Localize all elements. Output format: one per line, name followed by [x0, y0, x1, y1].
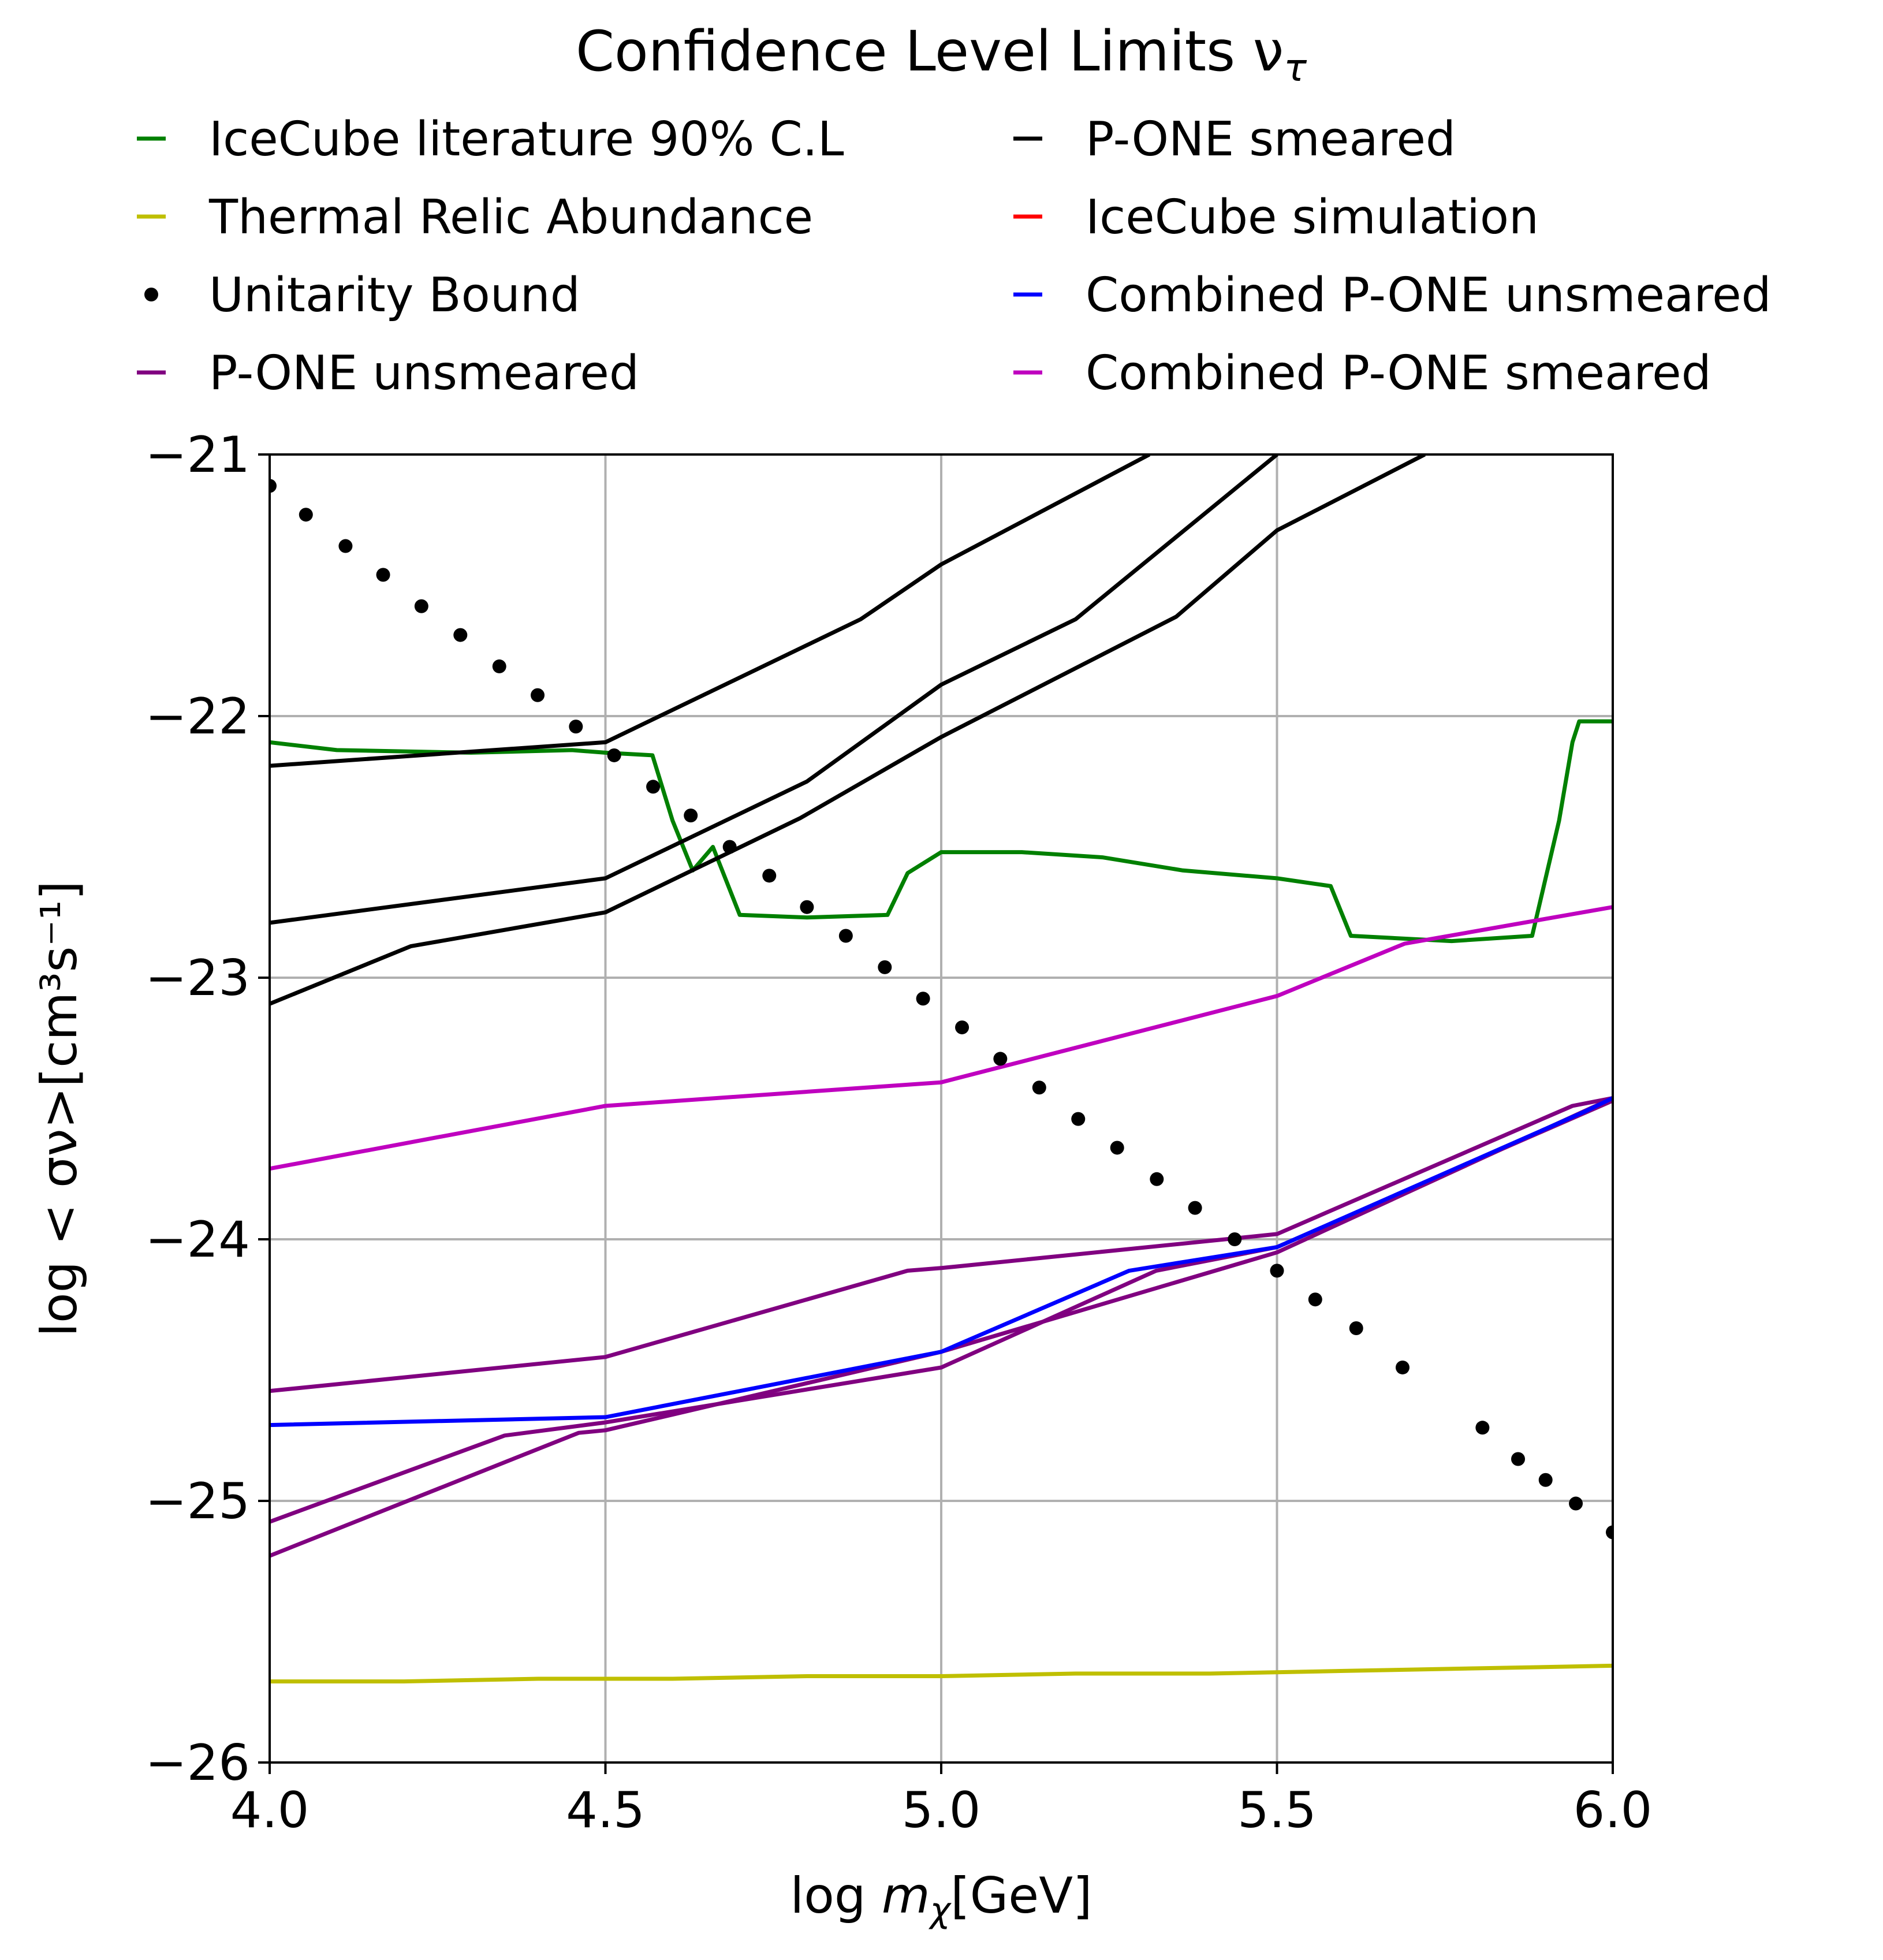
series-line-p-one-smeared-2: [270, 454, 1278, 925]
legend-label-1: Thermal Relic Abundance: [208, 190, 813, 245]
legend-label-3: P-ONE unsmeared: [209, 346, 639, 401]
x-axis-label: log mχ[GeV]: [790, 1867, 1092, 1931]
unitarity-bound-point-0: [270, 479, 277, 493]
unitarity-bound-point-11: [684, 808, 698, 823]
unitarity-bound-point-20: [1032, 1080, 1046, 1095]
unitarity-bound-point-7: [531, 688, 545, 702]
unitarity-bound-point-15: [838, 929, 853, 943]
legend-label-2: Unitarity Bound: [209, 268, 580, 323]
unitarity-bound-point-25: [1228, 1232, 1242, 1246]
unitarity-bound-point-12: [722, 840, 737, 854]
grid: [269, 453, 1614, 1764]
x-tick-label-0: 4.0: [230, 1782, 310, 1839]
legend-swatch-2: [144, 288, 158, 301]
x-axis-ticks: 4.0 4.5 5.0 5.5 6.0: [230, 1762, 1653, 1839]
y-tick-label-2: −24: [146, 1211, 251, 1269]
x-tick-label-1: 4.5: [566, 1782, 645, 1839]
x-tick-label-2: 5.0: [902, 1782, 981, 1839]
x-tick-label-3: 5.5: [1237, 1782, 1317, 1839]
unitarity-bound-point-8: [569, 720, 583, 734]
unitarity-bound-point-27: [1308, 1292, 1322, 1307]
unitarity-bound-point-34: [1606, 1525, 1613, 1540]
unitarity-bound-point-17: [916, 992, 930, 1006]
y-axis-label: log < σν>[cm³s⁻¹]: [31, 881, 88, 1337]
unitarity-bound-point-6: [492, 659, 506, 673]
unitarity-bound-point-26: [1270, 1264, 1284, 1278]
unitarity-bound-point-16: [878, 960, 892, 974]
unitarity-bound-point-23: [1150, 1172, 1164, 1186]
unitarity-bound-point-19: [993, 1052, 1008, 1066]
chart-title: Confidence Level Limits ντ: [576, 19, 1307, 90]
unitarity-bound-point-22: [1110, 1141, 1124, 1155]
unitarity-bound-point-2: [338, 539, 353, 553]
legend-label-5: IceCube simulation: [1086, 190, 1539, 245]
legend-label-6: Combined P-ONE unsmeared: [1086, 268, 1772, 323]
y-tick-label-1: −25: [146, 1473, 251, 1530]
unitarity-bound-point-10: [646, 780, 661, 794]
y-tick-label-5: −21: [146, 426, 251, 484]
y-tick-label-4: −22: [146, 688, 251, 746]
legend: IceCube literature 90% C.L Thermal Relic …: [137, 112, 1772, 401]
series-line-p-one-unsmeared-1: [270, 1095, 1613, 1393]
unitarity-bound-point-5: [453, 628, 468, 642]
unitarity-bound-point-30: [1475, 1421, 1490, 1435]
series-line-thermal-relic-abundance: [270, 1663, 1613, 1684]
unitarity-bound-point-18: [955, 1020, 970, 1035]
legend-label-7: Combined P-ONE smeared: [1086, 346, 1712, 401]
unitarity-bound-point-24: [1188, 1201, 1202, 1215]
unitarity-bound-point-32: [1538, 1473, 1553, 1487]
unitarity-bound-point-1: [299, 508, 313, 522]
legend-label-4: P-ONE smeared: [1086, 112, 1456, 167]
unitarity-bound-point-21: [1071, 1112, 1086, 1126]
series-line-p-one-unsmeared-3: [270, 1096, 1613, 1558]
y-tick-label-3: −23: [146, 949, 251, 1007]
y-tick-label-0: −26: [146, 1734, 251, 1792]
series-line-combined-p-one-unsmeared: [270, 1096, 1613, 1428]
unitarity-dots-layer: [270, 479, 1613, 1540]
chart-title-subscript: τ: [1284, 46, 1307, 90]
series-line-combined-p-one-smeared: [270, 905, 1613, 1171]
unitarity-bound-point-31: [1511, 1452, 1526, 1466]
series-line-p-one-smeared-1: [270, 454, 1151, 768]
unitarity-bound-point-3: [376, 568, 390, 582]
unitarity-bound-point-9: [607, 748, 621, 762]
legend-label-0: IceCube literature 90% C.L: [209, 112, 844, 167]
x-tick-label-4: 6.0: [1573, 1782, 1653, 1839]
unitarity-bound-point-29: [1395, 1360, 1410, 1374]
unitarity-bound-point-13: [762, 869, 777, 883]
unitarity-bound-point-33: [1569, 1496, 1583, 1511]
y-axis-ticks: −26 −25 −24 −23 −22 −21: [146, 426, 270, 1792]
unitarity-bound-point-14: [800, 900, 814, 914]
unitarity-bound-point-28: [1349, 1321, 1363, 1336]
series-line-p-one-smeared-3: [270, 454, 1426, 1006]
unitarity-bound-point-4: [414, 599, 428, 613]
